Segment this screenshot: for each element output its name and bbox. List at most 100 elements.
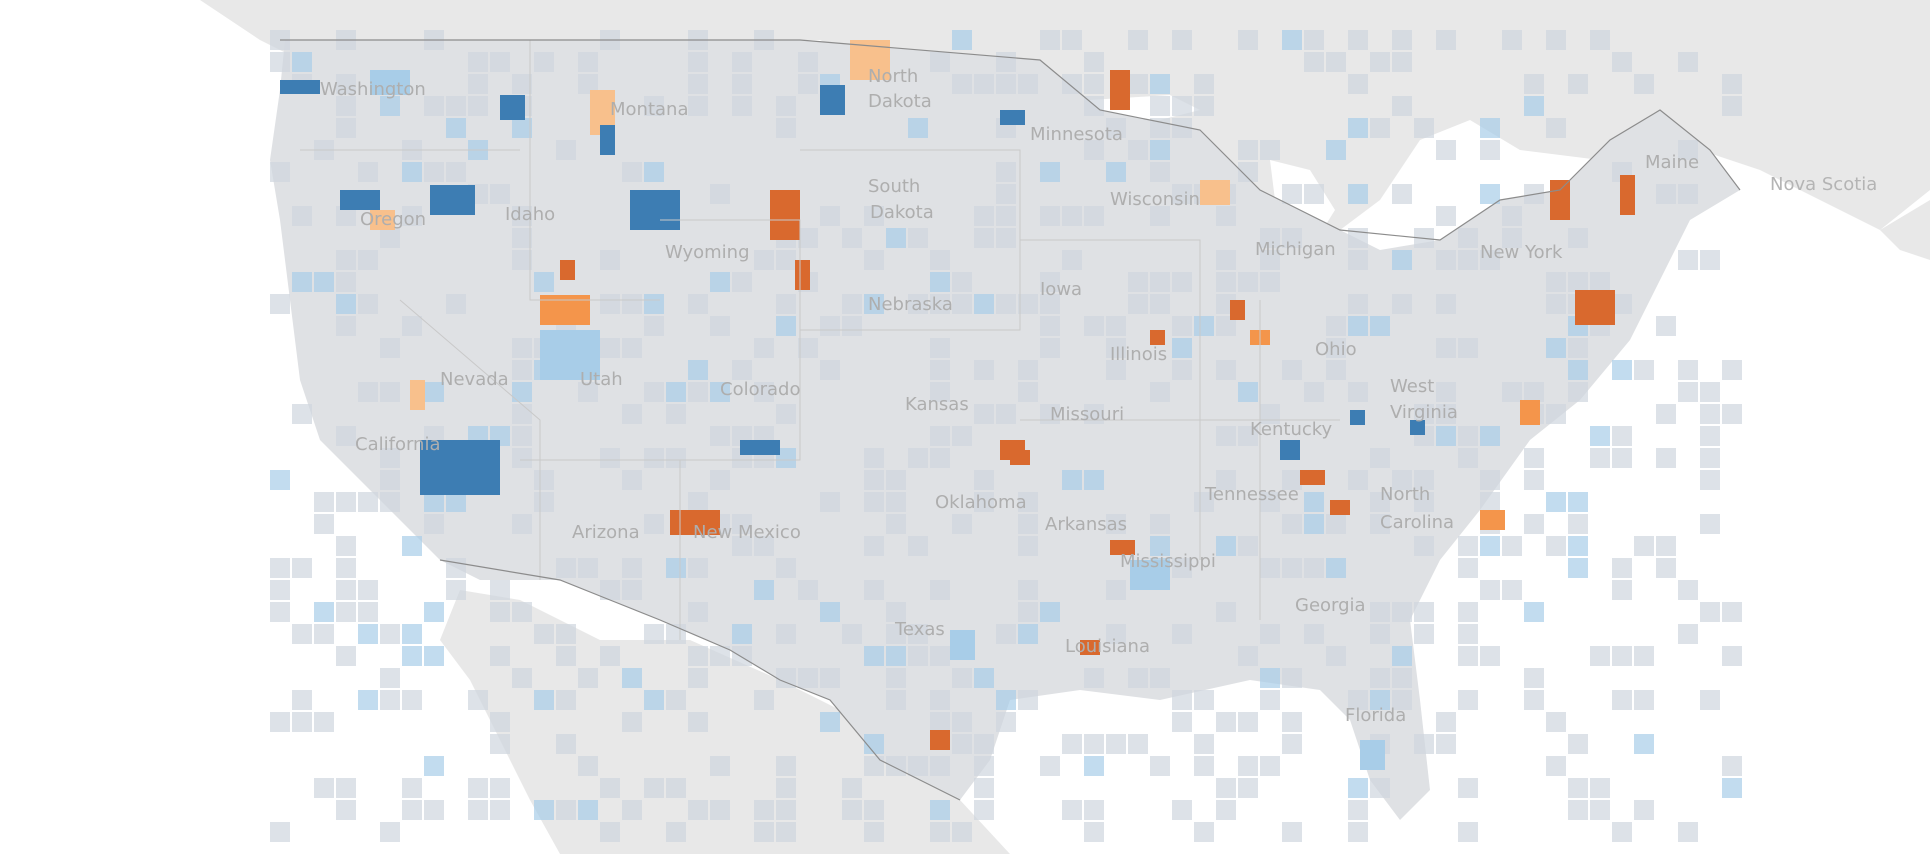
- county-cell[interactable]: [1282, 734, 1302, 754]
- county-cell[interactable]: [974, 668, 994, 688]
- county-cell[interactable]: [1260, 404, 1280, 424]
- county-cell[interactable]: [842, 624, 862, 644]
- county-cell[interactable]: [1106, 580, 1126, 600]
- county-cell[interactable]: [1326, 558, 1346, 578]
- county-cell[interactable]: [1546, 272, 1566, 292]
- county-cell[interactable]: [1150, 272, 1170, 292]
- county-cell[interactable]: [776, 778, 796, 798]
- county-cell[interactable]: [512, 360, 532, 380]
- county-cell[interactable]: [996, 74, 1016, 94]
- county-cell[interactable]: [1568, 734, 1588, 754]
- county-cell[interactable]: [666, 404, 686, 424]
- county-cell[interactable]: [1150, 382, 1170, 402]
- county-cell[interactable]: [1678, 360, 1698, 380]
- county-cell[interactable]: [600, 778, 620, 798]
- county-cell[interactable]: [842, 778, 862, 798]
- county-cell[interactable]: [1018, 514, 1038, 534]
- county-cell[interactable]: [270, 602, 290, 622]
- county-cell[interactable]: [952, 272, 972, 292]
- county-cell[interactable]: [1194, 690, 1214, 710]
- county-cell[interactable]: [424, 602, 444, 622]
- county-cell[interactable]: [1590, 646, 1610, 666]
- county-cell[interactable]: [908, 228, 928, 248]
- county-cell[interactable]: [1458, 426, 1478, 446]
- county-cell[interactable]: [1216, 712, 1236, 732]
- county-cell[interactable]: [1458, 602, 1478, 622]
- county-cell[interactable]: [666, 690, 686, 710]
- county-cell[interactable]: [622, 712, 642, 732]
- county-cell[interactable]: [974, 206, 994, 226]
- county-cell[interactable]: [688, 646, 708, 666]
- county-cell[interactable]: [1018, 382, 1038, 402]
- county-cell[interactable]: [996, 294, 1016, 314]
- county-cell[interactable]: [600, 338, 620, 358]
- county-cell[interactable]: [1084, 74, 1104, 94]
- county-cell[interactable]: [996, 690, 1016, 710]
- county-cell[interactable]: [270, 558, 290, 578]
- county-cell[interactable]: [820, 360, 840, 380]
- county-cell[interactable]: [930, 250, 950, 270]
- county-cell[interactable]: [1194, 734, 1214, 754]
- county-cell[interactable]: [1612, 294, 1632, 314]
- county-cell[interactable]: [1216, 778, 1236, 798]
- county-cell[interactable]: [776, 404, 796, 424]
- county-cell[interactable]: [1304, 184, 1324, 204]
- county-cell[interactable]: [1348, 316, 1368, 336]
- county-highlight[interactable]: [670, 510, 720, 535]
- county-cell[interactable]: [1722, 404, 1742, 424]
- county-cell[interactable]: [1634, 734, 1654, 754]
- county-cell[interactable]: [1238, 778, 1258, 798]
- county-cell[interactable]: [512, 118, 532, 138]
- county-cell[interactable]: [930, 712, 950, 732]
- county-cell[interactable]: [468, 690, 488, 710]
- county-cell[interactable]: [1480, 118, 1500, 138]
- county-cell[interactable]: [1722, 778, 1742, 798]
- county-cell[interactable]: [886, 646, 906, 666]
- county-cell[interactable]: [908, 756, 928, 776]
- county-cell[interactable]: [1392, 602, 1412, 622]
- county-cell[interactable]: [864, 536, 884, 556]
- county-cell[interactable]: [1722, 646, 1742, 666]
- county-cell[interactable]: [314, 492, 334, 512]
- county-cell[interactable]: [732, 96, 752, 116]
- county-cell[interactable]: [1392, 690, 1412, 710]
- county-cell[interactable]: [380, 96, 400, 116]
- county-cell[interactable]: [1304, 514, 1324, 534]
- county-cell[interactable]: [1084, 668, 1104, 688]
- county-cell[interactable]: [1568, 338, 1588, 358]
- county-cell[interactable]: [336, 492, 356, 512]
- county-cell[interactable]: [512, 250, 532, 270]
- county-cell[interactable]: [446, 96, 466, 116]
- county-cell[interactable]: [336, 646, 356, 666]
- county-cell[interactable]: [1172, 360, 1192, 380]
- county-cell[interactable]: [710, 426, 730, 446]
- county-cell[interactable]: [754, 580, 774, 600]
- county-cell[interactable]: [1590, 272, 1610, 292]
- county-highlight[interactable]: [1230, 300, 1245, 320]
- county-cell[interactable]: [1568, 778, 1588, 798]
- county-cell[interactable]: [1348, 822, 1368, 842]
- county-cell[interactable]: [798, 338, 818, 358]
- county-highlight[interactable]: [430, 185, 475, 215]
- county-cell[interactable]: [996, 228, 1016, 248]
- county-cell[interactable]: [1260, 250, 1280, 270]
- county-cell[interactable]: [446, 492, 466, 512]
- county-cell[interactable]: [974, 294, 994, 314]
- county-cell[interactable]: [1546, 30, 1566, 50]
- county-cell[interactable]: [1502, 30, 1522, 50]
- county-cell[interactable]: [1018, 74, 1038, 94]
- county-cell[interactable]: [1084, 822, 1104, 842]
- county-cell[interactable]: [1106, 514, 1126, 534]
- county-highlight[interactable]: [1000, 440, 1025, 460]
- county-cell[interactable]: [1216, 470, 1236, 490]
- county-cell[interactable]: [798, 52, 818, 72]
- county-cell[interactable]: [1458, 778, 1478, 798]
- county-cell[interactable]: [1370, 514, 1390, 534]
- county-cell[interactable]: [358, 382, 378, 402]
- county-cell[interactable]: [688, 558, 708, 578]
- county-highlight[interactable]: [1150, 330, 1165, 345]
- county-cell[interactable]: [1282, 30, 1302, 50]
- county-cell[interactable]: [1304, 52, 1324, 72]
- county-cell[interactable]: [292, 404, 312, 424]
